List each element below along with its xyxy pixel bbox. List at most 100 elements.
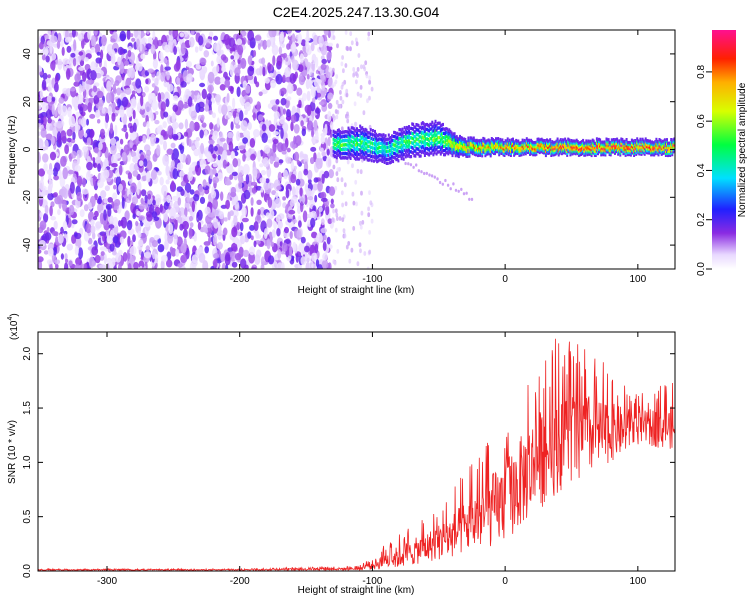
spectrogram-cell bbox=[239, 110, 244, 122]
spectrogram-cell bbox=[129, 245, 137, 256]
spectrogram-cell bbox=[268, 30, 276, 38]
spectrogram-cell bbox=[194, 46, 199, 53]
spectrogram-cell bbox=[316, 84, 321, 94]
spectrogram-cell bbox=[210, 60, 214, 67]
spectrogram-cell bbox=[57, 209, 61, 216]
spectrogram-cell bbox=[172, 168, 179, 180]
spectrogram-cell bbox=[146, 30, 150, 35]
spectrogram-cell bbox=[186, 60, 192, 68]
spectrogram-cell bbox=[87, 211, 95, 222]
spectrogram-cell bbox=[177, 216, 183, 224]
spectrogram-cell bbox=[332, 35, 336, 40]
spectrogram-cell bbox=[256, 101, 261, 112]
spectrogram-cell bbox=[363, 251, 367, 256]
spectrogram-cell bbox=[80, 117, 87, 128]
spectrogram-cell bbox=[163, 140, 167, 151]
spectrogram-cell bbox=[356, 261, 360, 267]
spectrogram-cell bbox=[343, 182, 347, 188]
spectrogram-cell bbox=[285, 116, 292, 121]
spectrogram-cell bbox=[332, 30, 335, 34]
spectrogram-cell bbox=[208, 236, 212, 244]
spectrogram-cell bbox=[309, 260, 314, 269]
spectrogram-cell bbox=[129, 132, 137, 141]
spectrogram-cell bbox=[144, 222, 151, 228]
spectrogram-cell bbox=[153, 234, 160, 240]
spectrogram-cell bbox=[306, 120, 314, 131]
spectrogram-cell bbox=[266, 238, 271, 250]
spectrogram-cell bbox=[166, 148, 174, 155]
spectrogram-cell bbox=[212, 198, 219, 210]
spectrogram-cell bbox=[223, 142, 228, 152]
spectrogram-cell bbox=[220, 54, 227, 61]
spectrogram-cell bbox=[318, 101, 325, 106]
spectrogram-cell bbox=[356, 67, 360, 72]
spectrogram-cell bbox=[616, 137, 619, 141]
spectrogram-cell bbox=[336, 216, 339, 222]
spectrogram-cell bbox=[136, 184, 140, 196]
spectrogram-cell bbox=[169, 207, 176, 220]
spectrogram-cell bbox=[204, 246, 209, 254]
spectrogram-cell bbox=[189, 207, 193, 216]
spectrogram-cell bbox=[322, 252, 328, 261]
spectrogram-cell bbox=[191, 145, 195, 150]
spectrogram-cell bbox=[60, 253, 64, 260]
spectrogram-cell bbox=[274, 197, 282, 209]
spectrogram-cell bbox=[359, 169, 363, 175]
spectrogram-cell bbox=[70, 52, 76, 58]
spectrogram-cell bbox=[321, 58, 328, 64]
spectrogram-cell bbox=[152, 58, 158, 69]
spectrogram-cell bbox=[265, 195, 270, 201]
spectrogram-cell bbox=[265, 212, 270, 218]
spectrogram-cell bbox=[75, 124, 81, 131]
spectrogram-cell bbox=[51, 53, 57, 61]
spectrogram-cell bbox=[163, 111, 169, 118]
spectrogram-cell bbox=[280, 87, 287, 95]
spectrogram-cell bbox=[332, 67, 335, 73]
spectrogram-cell bbox=[212, 176, 220, 184]
spectrogram-cell bbox=[352, 72, 355, 78]
spectrogram-cell bbox=[334, 227, 338, 233]
spectrogram-cell bbox=[289, 231, 293, 239]
spectrogram-cell bbox=[300, 201, 304, 213]
spectrogram-cell bbox=[56, 195, 64, 204]
spectrogram-cell bbox=[289, 245, 293, 257]
spectrogram-cell bbox=[164, 44, 171, 53]
spectrogram-cell bbox=[143, 158, 148, 168]
spectrogram-cell bbox=[231, 226, 238, 238]
spectrogram-cell bbox=[249, 224, 255, 231]
spectrogram-cell bbox=[53, 192, 58, 198]
spectrogram-cell bbox=[211, 186, 215, 196]
spectrogram-cell bbox=[96, 90, 104, 99]
spectrogram-cell bbox=[199, 82, 206, 88]
spectrogram-cell bbox=[237, 44, 244, 56]
spectrogram-cell bbox=[152, 199, 156, 206]
spectrogram-cell bbox=[219, 137, 226, 142]
spectrogram-cell bbox=[160, 101, 166, 112]
spectrogram-cell bbox=[307, 169, 313, 180]
spectrogram-cell bbox=[352, 200, 356, 206]
spectrogram-cell bbox=[252, 50, 257, 57]
spectrogram-cell bbox=[103, 169, 110, 179]
spectrogram-cell bbox=[189, 222, 194, 228]
spectrogram-cell bbox=[382, 133, 385, 137]
spectrogram-cell bbox=[213, 253, 220, 259]
spectrogram-cell bbox=[332, 259, 336, 264]
spectrogram-cell bbox=[250, 207, 254, 217]
spectrogram-cell bbox=[359, 85, 363, 90]
spectrogram-cell bbox=[177, 100, 184, 111]
spectrogram-cell bbox=[92, 174, 96, 187]
spectrogram-cell bbox=[269, 155, 274, 165]
spectrogram-cell bbox=[352, 226, 356, 231]
spectrogram-cell bbox=[315, 56, 319, 68]
spectrogram-cell bbox=[142, 135, 147, 143]
spectrogram-cell bbox=[184, 207, 188, 218]
spectrogram-cell bbox=[663, 138, 666, 142]
spectrogram-cell bbox=[75, 57, 79, 66]
spectrogram-cell bbox=[351, 191, 355, 197]
spectrogram-cell bbox=[112, 236, 119, 244]
spectrogram-cell bbox=[112, 83, 117, 93]
spectrogram-cell bbox=[106, 257, 112, 263]
spectrogram-cell bbox=[276, 262, 284, 269]
spectrogram-cell bbox=[386, 161, 389, 165]
